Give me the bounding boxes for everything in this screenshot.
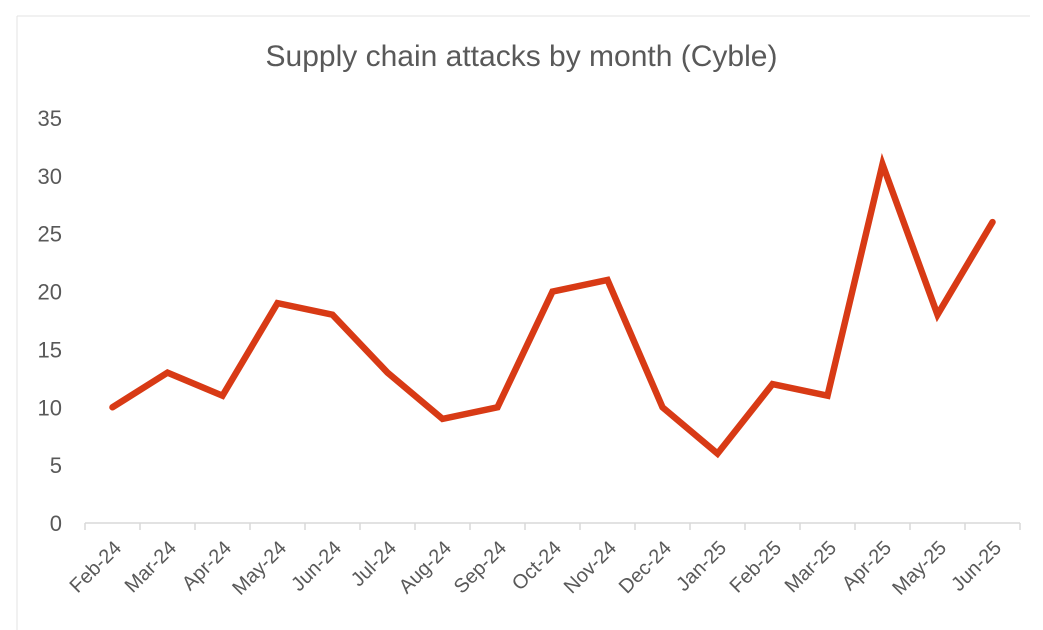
x-tick-label: Feb-24: [66, 537, 126, 597]
x-tick-label: Aug-24: [395, 537, 456, 598]
x-tick-label: Dec-24: [615, 537, 676, 598]
x-tick-label: Mar-25: [781, 537, 841, 597]
y-tick-label: 30: [38, 164, 62, 189]
x-tick-label: May-25: [888, 537, 951, 600]
x-tick-label: Apr-24: [178, 537, 236, 595]
y-tick-label: 5: [50, 453, 62, 478]
y-tick-label: 10: [38, 395, 62, 420]
x-tick-label: Jun-25: [947, 537, 1006, 596]
x-tick-label: Apr-25: [838, 537, 896, 595]
y-tick-label: 20: [38, 280, 62, 305]
x-tick-label: Mar-24: [121, 537, 181, 597]
x-tick-label: Jan-25: [672, 537, 731, 596]
x-tick-label: Sep-24: [450, 537, 511, 598]
chart-title: Supply chain attacks by month (Cyble): [265, 40, 778, 73]
x-tick-label: Oct-24: [508, 537, 566, 595]
y-tick-label: 0: [50, 511, 62, 536]
x-tick-label: Jun-24: [287, 537, 346, 596]
y-tick-label: 25: [38, 222, 62, 247]
x-tick-label: Jul-24: [347, 537, 401, 591]
y-tick-label: 15: [38, 337, 62, 362]
x-tick-label: Feb-25: [726, 537, 786, 597]
y-tick-label: 35: [38, 106, 62, 131]
series-line: [109, 153, 996, 459]
x-tick-label: Nov-24: [560, 537, 621, 598]
x-tick-label: May-24: [228, 537, 291, 600]
